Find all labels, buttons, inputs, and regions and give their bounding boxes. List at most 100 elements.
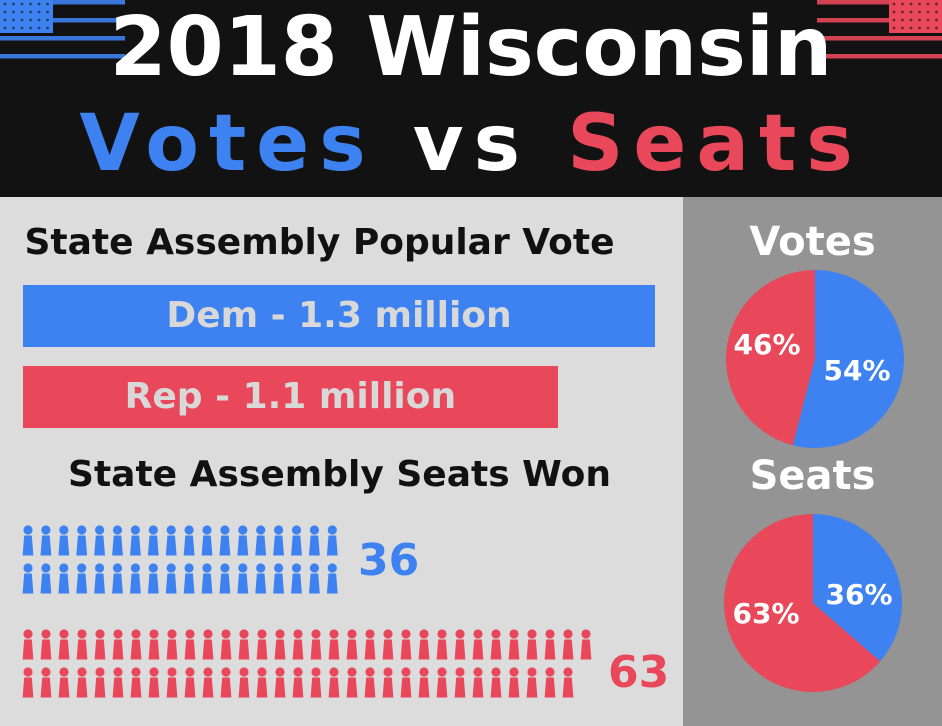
seat-person-icon: [112, 563, 123, 594]
seat-person-icon: [400, 667, 412, 698]
seat-person-icon: [237, 525, 249, 556]
pie-slice-rep: [725, 270, 815, 446]
seat-person-icon: [256, 629, 268, 660]
seat-person-icon: [94, 667, 106, 698]
seat-person-icon: [40, 629, 52, 660]
dem-seat-count: 36: [358, 535, 420, 586]
pie-label-dem: 54%: [823, 354, 890, 387]
seat-person-icon: [219, 563, 231, 594]
pie-label-rep: 46%: [733, 328, 800, 361]
seat-person-icon: [201, 525, 213, 556]
seat-person-icon: [255, 563, 267, 594]
seat-person-icon: [364, 667, 376, 698]
seat-person-icon: [454, 667, 466, 698]
seat-person-icon: [472, 667, 484, 698]
seat-person-icon: [112, 629, 124, 660]
seat-person-icon: [40, 525, 52, 556]
seat-person-icon: [220, 629, 232, 660]
seat-person-icon: [274, 629, 286, 660]
seat-person-icon: [130, 563, 141, 594]
seat-person-icon: [76, 563, 88, 594]
seat-person-icon: [310, 667, 322, 698]
seat-person-icon: [526, 629, 538, 660]
seat-person-icon: [490, 667, 502, 698]
seat-person-icon: [562, 667, 574, 698]
seat-person-icon: [166, 629, 178, 660]
pie-slice-dem: [792, 270, 904, 448]
seat-person-icon: [219, 525, 231, 556]
pie-label-dem: 36%: [825, 578, 892, 611]
seat-person-icon: [328, 629, 340, 660]
seat-person-icon: [382, 667, 394, 698]
seat-person-icon: [454, 629, 466, 660]
seat-person-icon: [238, 629, 250, 660]
seat-person-icon: [94, 629, 106, 660]
seat-person-icon: [490, 629, 502, 660]
seat-person-icon: [273, 525, 284, 556]
seat-person-icon: [76, 667, 88, 698]
seat-person-icon: [382, 629, 394, 660]
seat-person-icon: [364, 629, 376, 660]
seat-person-icon: [202, 629, 214, 660]
seat-person-icon: [346, 629, 358, 660]
seat-person-icon: [292, 629, 304, 660]
seats-pie-chart: 63% 36%: [724, 514, 902, 692]
seat-person-icon: [58, 525, 70, 556]
seat-person-icon: [22, 525, 34, 556]
seat-person-icon: [436, 629, 448, 660]
seat-person-icon: [202, 667, 214, 698]
seat-person-icon: [544, 667, 556, 698]
seat-person-icon: [273, 563, 284, 594]
seat-person-icon: [112, 667, 124, 698]
seats-pie-title: Seats: [749, 453, 876, 499]
seat-person-icon: [58, 667, 70, 698]
seat-person-icon: [183, 563, 195, 594]
dem-vote-bar: Dem - 1.3 million: [23, 285, 655, 347]
seat-person-icon: [183, 525, 195, 556]
seat-person-icon: [165, 563, 177, 594]
seat-person-icon: [201, 563, 213, 594]
seat-person-icon: [238, 667, 250, 698]
seat-person-icon: [76, 525, 88, 556]
seat-person-icon: [309, 525, 320, 556]
subtitle-seats: Seats: [567, 99, 863, 189]
seat-person-icon: [40, 667, 52, 698]
pie-slice-dem: [813, 514, 902, 662]
seat-person-icon: [130, 629, 142, 660]
seat-person-icon: [147, 563, 159, 594]
seat-person-icon: [237, 563, 249, 594]
seat-person-icon: [22, 667, 34, 698]
seat-person-icon: [274, 667, 286, 698]
seat-person-icon: [291, 525, 302, 556]
page-title: 2018 Wisconsin: [109, 0, 833, 95]
seat-person-icon: [508, 629, 520, 660]
seat-person-icon: [166, 667, 178, 698]
rep-vote-bar: Rep - 1.1 million: [23, 366, 558, 428]
seat-person-icon: [130, 525, 141, 556]
seat-person-icon: [328, 667, 340, 698]
subtitle-votes: Votes: [79, 99, 376, 189]
seats-won-heading: State Assembly Seats Won: [68, 454, 611, 495]
seat-person-icon: [544, 629, 556, 660]
seat-person-icon: [472, 629, 484, 660]
seat-person-icon: [148, 667, 160, 698]
seat-person-icon: [112, 525, 123, 556]
pie-label-rep: 63%: [732, 597, 799, 630]
seat-person-icon: [94, 525, 105, 556]
votes-pie-chart: 46% 54%: [725, 270, 904, 448]
seat-person-icon: [580, 629, 592, 660]
seat-person-icon: [184, 667, 196, 698]
rep-seat-count: 63: [608, 647, 670, 698]
seat-person-icon: [58, 563, 70, 594]
seat-person-icon: [310, 629, 322, 660]
seat-person-icon: [22, 563, 34, 594]
seat-person-icon: [220, 667, 232, 698]
seat-person-icon: [130, 667, 142, 698]
seat-person-icon: [562, 629, 574, 660]
seat-person-icon: [326, 525, 338, 556]
us-flag-red-icon: [817, 0, 942, 59]
seat-person-icon: [418, 629, 430, 660]
seat-person-icon: [526, 667, 538, 698]
seat-person-icon: [346, 667, 358, 698]
